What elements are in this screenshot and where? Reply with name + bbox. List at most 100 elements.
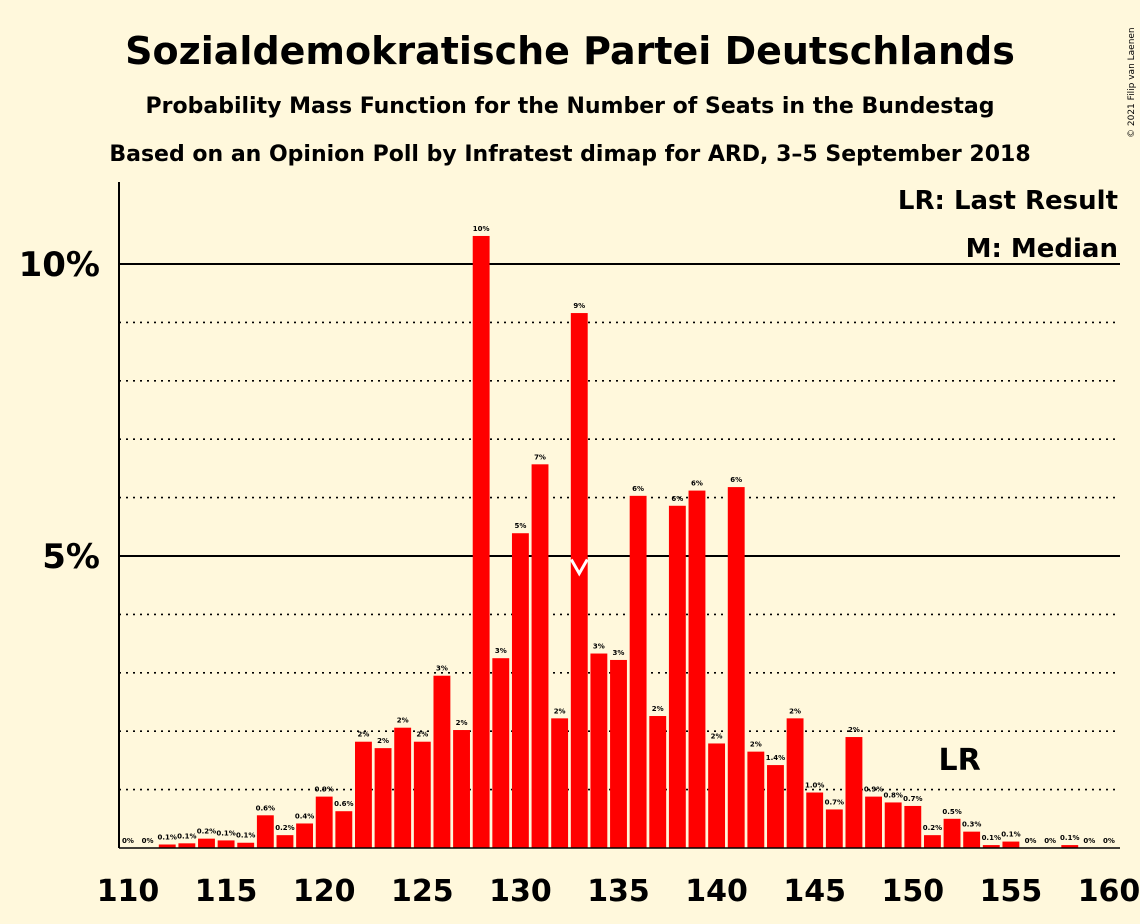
x-tick-label: 160 [1078,874,1140,909]
bar-label: 0.2% [275,824,294,832]
last-result-label: LR [939,743,981,778]
x-tick-label: 115 [195,874,258,909]
bar [551,718,569,848]
chart-subtitle-1: Probability Mass Function for the Number… [146,94,995,119]
bar-label: 0.9% [314,786,333,794]
bar-label: 1.0% [805,782,824,790]
legend-median: M: Median [966,234,1118,264]
bar [315,796,333,848]
bar-label: 2% [789,707,801,715]
gridlines [119,263,1120,791]
bar [786,718,804,848]
bar [178,843,196,848]
bar-label: 0.6% [256,804,275,812]
bar [963,831,981,848]
bar [296,823,314,848]
x-tick-label: 135 [587,874,650,909]
bar-label: 0.9% [864,786,883,794]
bar [355,741,372,848]
bar [198,838,215,848]
bar-label: 3% [593,643,605,651]
bar-label: 2% [750,741,762,749]
bar [472,235,490,848]
bar-label: 0.3% [962,821,981,829]
bar [747,751,765,848]
x-tick-label: 140 [685,874,748,909]
bar [511,533,529,848]
x-tick-label: 145 [783,874,846,909]
bar-label: 0.5% [942,808,961,816]
bar [374,748,392,848]
bar-label: 0.1% [1060,834,1079,842]
bar [394,727,412,848]
bar-label: 0% [1083,837,1095,845]
bar [629,495,647,848]
bar [217,840,235,848]
bar-label: 10% [473,225,490,233]
bar [237,842,255,848]
x-tick-label: 155 [980,874,1043,909]
bar [708,743,726,848]
bar [1002,841,1020,848]
bar [806,792,824,848]
bar [531,464,549,848]
bar [158,844,176,848]
bar [982,845,1000,848]
bar-label: 0.1% [158,833,177,841]
bar-label: 2% [652,705,664,713]
bar [610,659,627,848]
bar-label: 6% [730,476,742,484]
bar-label: 2% [416,731,428,739]
bar [492,658,510,848]
bar [1061,845,1079,848]
bar [884,802,902,848]
bar-label: 2% [848,726,860,734]
bar-label: 0.2% [923,824,942,832]
bar-label: 0.1% [236,832,255,840]
bar-label: 9% [573,302,585,310]
bar [433,675,451,848]
bar-label: 7% [534,453,546,461]
bar [727,487,745,848]
bar [649,716,667,848]
bar [256,815,274,848]
bar [865,796,882,848]
bar-label: 5% [514,522,526,530]
bar [668,505,686,848]
bar [767,765,784,848]
bars [158,235,1079,848]
x-tick-label: 110 [97,874,160,909]
chart-title: Sozialdemokratische Partei Deutschlands [125,29,1015,73]
bar [688,490,706,848]
bar-label: 3% [436,665,448,673]
bar-label: 2% [554,707,566,715]
bar [453,730,470,848]
x-tick-label: 130 [489,874,552,909]
bar-label: 2% [397,717,409,725]
bar-label: 2% [357,731,369,739]
bar [413,741,431,848]
bar-label: 0.1% [216,829,235,837]
bar-label: 3% [613,649,625,657]
x-tick-label: 120 [293,874,356,909]
bar [335,811,353,848]
bar-label: 0.1% [1001,831,1020,839]
bar-label: 0.7% [825,798,844,806]
bar-label: 6% [632,485,644,493]
legend-last-result: LR: Last Result [898,186,1118,216]
bar-label: 0% [1103,837,1115,845]
median-marker [569,558,589,577]
bar-label: 0.6% [334,800,353,808]
bar-label: 2% [711,732,723,740]
y-tick-label: 10% [19,245,100,285]
bar [904,805,922,848]
bar-label: 0.1% [982,834,1001,842]
bar [590,653,608,848]
bar-label: 0.7% [903,795,922,803]
bar-label: 0.8% [883,791,902,799]
bar-label: 0% [1025,837,1037,845]
bar-label: 3% [495,647,507,655]
bar [276,835,294,848]
bar-label: 0.1% [177,832,196,840]
